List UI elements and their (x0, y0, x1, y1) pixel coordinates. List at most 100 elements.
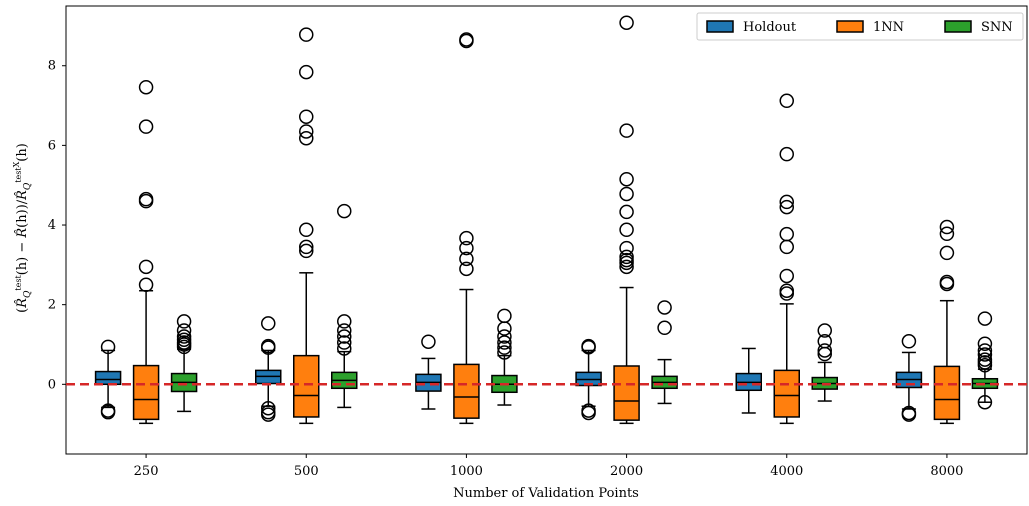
y-axis: 0 2 4 6 8 (48, 59, 66, 392)
legend-label-1nn: 1NN (873, 20, 904, 35)
box-1nn-1000 (453, 32, 480, 425)
outlier-point (657, 300, 672, 315)
outlier-point (619, 249, 634, 265)
outlier-point (459, 230, 474, 246)
outlier-point (977, 336, 993, 351)
box-1nn-250 (132, 79, 160, 425)
outlier-point (977, 352, 993, 367)
outlier-point (619, 259, 634, 275)
outlier-point (581, 338, 596, 354)
outlier-point (977, 347, 993, 362)
box-1nn-8000 (933, 219, 961, 425)
outlier-point (779, 199, 794, 215)
outlier-point (619, 204, 634, 220)
outlier-point (779, 226, 794, 242)
x-tick-label: 1000 (450, 464, 483, 479)
outlier-point (337, 323, 352, 338)
box-iqr (773, 369, 800, 418)
box-holdout-8000 (895, 334, 923, 422)
box-holdout-500 (255, 316, 282, 422)
outlier-point (138, 79, 154, 95)
outlier-point (901, 407, 917, 422)
x-tick-label: 4000 (770, 464, 803, 479)
box-snn-500 (331, 203, 358, 409)
box-snn-2000 (651, 300, 678, 405)
outlier-point (299, 222, 314, 238)
legend-swatch-holdout (706, 20, 734, 33)
y-tick-label: 2 (48, 298, 56, 313)
outlier-point (497, 321, 512, 336)
outlier-point (299, 124, 314, 139)
outlier-point (261, 338, 276, 354)
outlier-point (779, 239, 794, 255)
x-axis-label: Number of Validation Points (453, 486, 639, 501)
box-iqr (94, 370, 122, 386)
outlier-point (176, 329, 192, 344)
outlier-point (497, 329, 512, 344)
box-holdout-250 (94, 339, 122, 420)
outlier-point (901, 334, 917, 349)
outlier-point (779, 146, 794, 162)
outlier-point (337, 335, 352, 350)
y-tick-label: 6 (48, 138, 56, 153)
outlier-point (779, 194, 794, 210)
outlier-point (977, 311, 993, 326)
outlier-point (497, 335, 512, 350)
outlier-point (977, 355, 993, 370)
outlier-point (421, 334, 436, 349)
box-holdout-4000 (735, 347, 762, 414)
outlier-point (817, 343, 832, 358)
outlier-point (939, 245, 955, 261)
legend-label-holdout: Holdout (743, 20, 797, 35)
outlier-point (657, 320, 672, 336)
outlier-point (299, 130, 314, 146)
box-1nn-2000 (613, 15, 640, 425)
outlier-point (337, 314, 352, 329)
outlier-point (459, 240, 474, 256)
y-tick-label: 8 (48, 59, 56, 74)
outlier-point (779, 93, 794, 109)
outlier-point (977, 343, 993, 358)
box-holdout-1000 (415, 334, 442, 410)
outlier-point (779, 286, 794, 301)
outlier-point (619, 186, 634, 202)
outlier-point (138, 277, 154, 293)
outlier-point (619, 222, 634, 238)
x-tick-label: 250 (134, 464, 159, 479)
outlier-point (619, 240, 634, 256)
outlier-point (497, 345, 512, 360)
outlier-point (138, 191, 154, 207)
outlier-point (100, 339, 116, 355)
outlier-point (581, 405, 596, 421)
box-iqr (453, 363, 480, 419)
outlier-point (337, 203, 352, 219)
outlier-point (138, 259, 154, 275)
outlier-point (779, 268, 794, 284)
outlier-point (261, 400, 276, 416)
outlier-point (619, 171, 634, 187)
outlier-point (299, 64, 314, 80)
legend-label-snn: SNN (981, 20, 1013, 35)
y-axis-label: (R̂Qtest(h) − R̂(h))/R̂QtestX(h) (12, 143, 33, 313)
axes-frame (65, 5, 1028, 455)
svg-text:(R̂Qtest(h) − R̂(h))/R̂QtestX(: (R̂Qtest(h) − R̂(h))/R̂QtestX(h) (12, 143, 33, 313)
outlier-point (299, 239, 314, 255)
outlier-point (261, 316, 276, 331)
outlier-point (459, 261, 474, 277)
outlier-point (176, 314, 192, 329)
outlier-point (459, 251, 474, 267)
outlier-point (619, 15, 634, 30)
outlier-point (100, 404, 116, 420)
x-tick-label: 2000 (610, 464, 643, 479)
outlier-point (299, 109, 314, 124)
outlier-point (939, 219, 955, 235)
legend-swatch-1nn (836, 20, 864, 33)
outlier-point (977, 394, 993, 410)
box-snn-1000 (491, 308, 518, 406)
outlier-point (939, 226, 955, 242)
box-1nn-4000 (773, 93, 800, 425)
y-tick-label: 0 (48, 377, 56, 392)
x-tick-label: 8000 (930, 464, 963, 479)
